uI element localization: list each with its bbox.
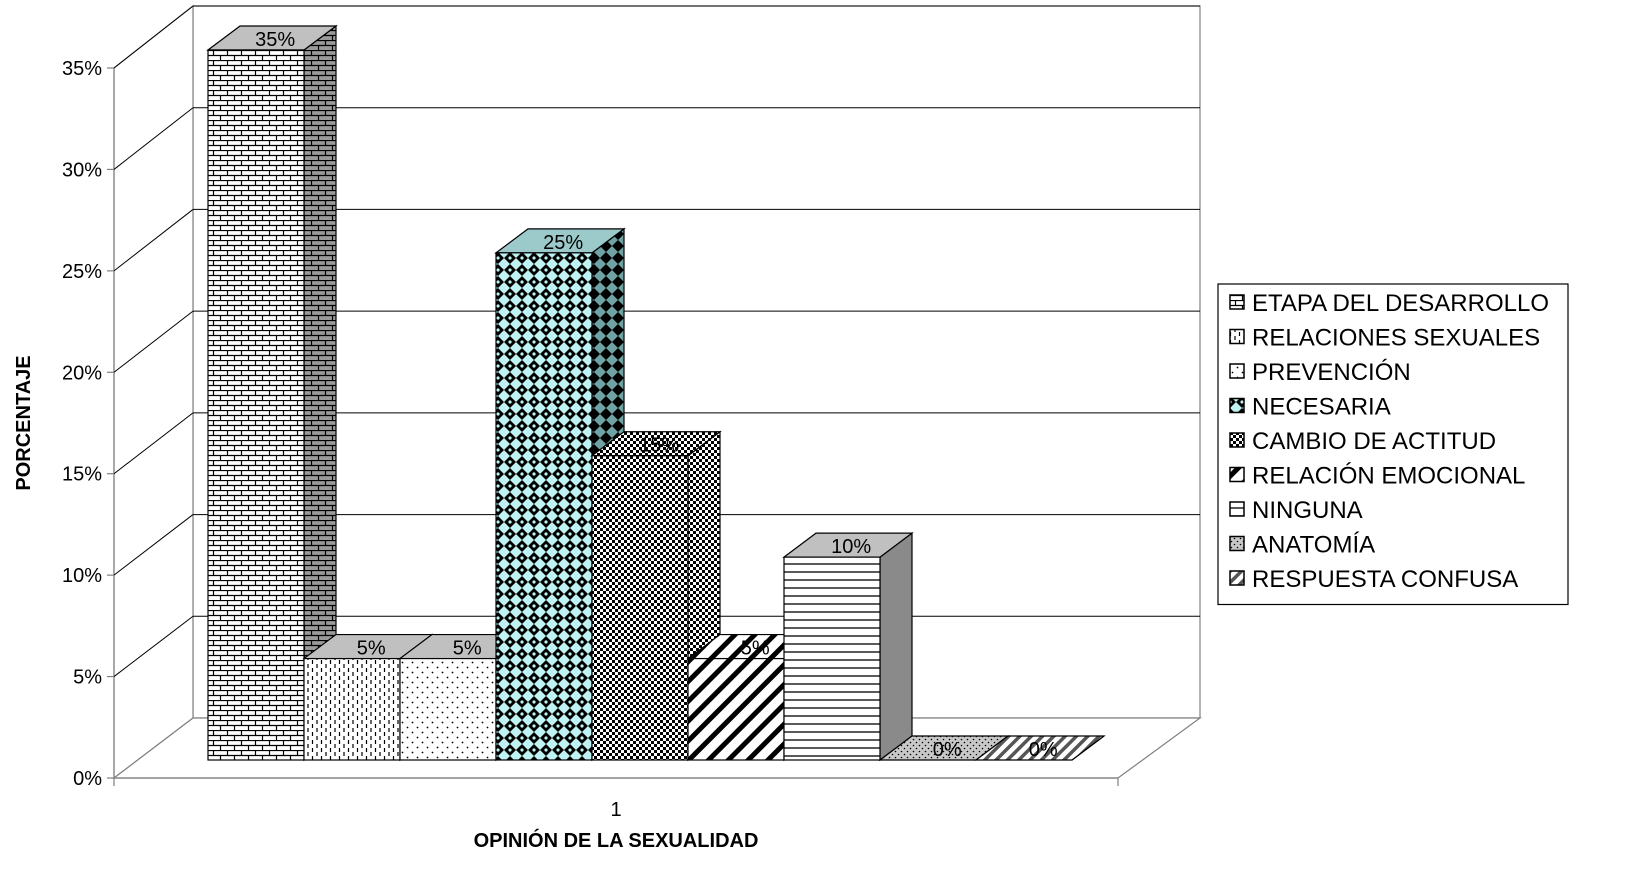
legend-swatch — [1229, 397, 1245, 414]
side-wall — [113, 4, 194, 780]
data-label: 10% — [831, 536, 871, 558]
y-tick-label: 30% — [62, 159, 102, 181]
legend-label: NECESARIA — [1252, 394, 1391, 421]
legend-swatch — [1229, 535, 1245, 552]
legend-swatch — [1229, 363, 1245, 379]
data-label: 5% — [453, 638, 482, 660]
bar-front — [687, 657, 785, 761]
data-label: 5% — [357, 638, 386, 660]
x-category-label: 1 — [610, 799, 621, 821]
bar-ninguna — [782, 531, 914, 762]
y-tick-label: 35% — [62, 58, 102, 80]
bar-front — [207, 49, 305, 761]
legend-label: ANATOMÍA — [1252, 532, 1375, 559]
legend-item-necesaria: NECESARIA — [1229, 394, 1391, 421]
legend-swatch — [1229, 294, 1245, 310]
bar-front — [591, 455, 689, 761]
gridline-side — [113, 5, 194, 69]
y-tick-label: 10% — [62, 565, 102, 587]
legend-box — [1217, 283, 1569, 606]
bar-side — [879, 531, 913, 762]
legend-item-prevencion: PREVENCIÓN — [1229, 359, 1411, 386]
bar-top — [974, 735, 1106, 761]
legend-swatch — [1229, 466, 1245, 483]
legend-item-cambio-de-actitud: CAMBIO DE ACTITUD — [1229, 428, 1496, 455]
grid-lines — [113, 5, 1200, 677]
data-label: 5% — [741, 638, 770, 660]
y-tick-label: 5% — [73, 667, 102, 689]
bars — [206, 24, 1106, 762]
legend-label: PREVENCIÓN — [1252, 359, 1411, 386]
data-label: 0% — [1029, 739, 1058, 761]
legend-item-etapa-del-desarrollo: ETAPA DEL DESARROLLO — [1229, 290, 1549, 317]
bar-front — [495, 252, 593, 761]
y-tick-label: 20% — [62, 362, 102, 384]
bar-front — [783, 556, 881, 761]
legend-item-anatomia: ANATOMÍA — [1229, 532, 1375, 559]
legend-label: NINGUNA — [1252, 497, 1363, 524]
data-labels: 35% 5% 5% 25% 15% 5% 10% 0% 0% — [255, 29, 1058, 761]
gridline-side — [113, 514, 194, 576]
legend-label: CAMBIO DE ACTITUD — [1252, 428, 1496, 455]
legend-item-relacion-emocional: RELACIÓN EMOCIONAL — [1229, 463, 1525, 490]
legend-swatch — [1229, 501, 1245, 517]
x-axis-title: OPINIÓN DE LA SEXUALIDAD — [474, 828, 759, 852]
bar-front — [303, 657, 401, 761]
y-tick-label: 15% — [62, 464, 102, 486]
bar-etapa-del-desarrollo — [206, 24, 338, 762]
y-axis-ticks: 0% 5% 10% 15% 20% 25% 30% 35% — [62, 58, 114, 790]
gridline-side — [113, 310, 194, 373]
gridline-side — [113, 615, 194, 677]
data-label: 15% — [639, 435, 679, 457]
data-label: 35% — [255, 29, 295, 51]
gridline-side — [113, 209, 194, 272]
bar-respuesta-confusa — [974, 735, 1106, 761]
legend-swatch — [1229, 432, 1245, 448]
legend-label: RESPUESTA CONFUSA — [1252, 566, 1518, 593]
gridline-side — [113, 412, 194, 475]
legend-swatch — [1229, 328, 1245, 345]
bar-front — [399, 657, 497, 761]
legend-item-relaciones-sexuales: RELACIONES SEXUALES — [1229, 325, 1540, 352]
legend-swatch — [1229, 570, 1245, 586]
y-axis-title: PORCENTAJE — [13, 355, 35, 490]
data-label: 25% — [543, 232, 583, 254]
data-label: 0% — [933, 739, 962, 761]
legend: ETAPA DEL DESARROLLO RELACIONES SEXUALES P… — [1217, 283, 1569, 606]
legend-item-respuesta-confusa: RESPUESTA CONFUSA — [1229, 566, 1518, 593]
legend-item-ninguna: NINGUNA — [1229, 497, 1363, 524]
y-tick-label: 0% — [73, 768, 102, 790]
legend-label: RELACIONES SEXUALES — [1252, 325, 1540, 352]
gridline-side — [113, 107, 194, 170]
legend-label: ETAPA DEL DESARROLLO — [1252, 290, 1549, 317]
y-tick-label: 25% — [62, 261, 102, 283]
legend-label: RELACIÓN EMOCIONAL — [1252, 463, 1525, 490]
